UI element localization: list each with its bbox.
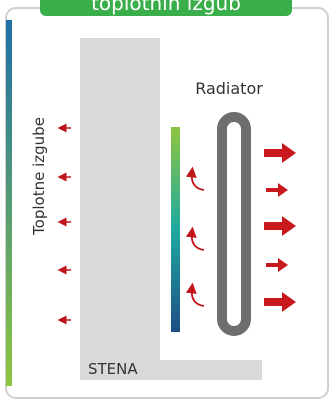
heat-loss-label: Toplotne izgube [30,117,48,236]
card [6,8,328,398]
radiator-label: Radiator [195,79,263,98]
wall-label: STENA [88,360,138,378]
radiator [222,117,246,331]
reflective-bar [171,127,180,332]
card-edge [6,20,12,386]
page: toplotnih izgub STENA Toplotne izgube Ra… [0,0,332,402]
header-title: toplotnih izgub [91,0,241,15]
diagram: toplotnih izgub STENA Toplotne izgube Ra… [0,0,332,402]
